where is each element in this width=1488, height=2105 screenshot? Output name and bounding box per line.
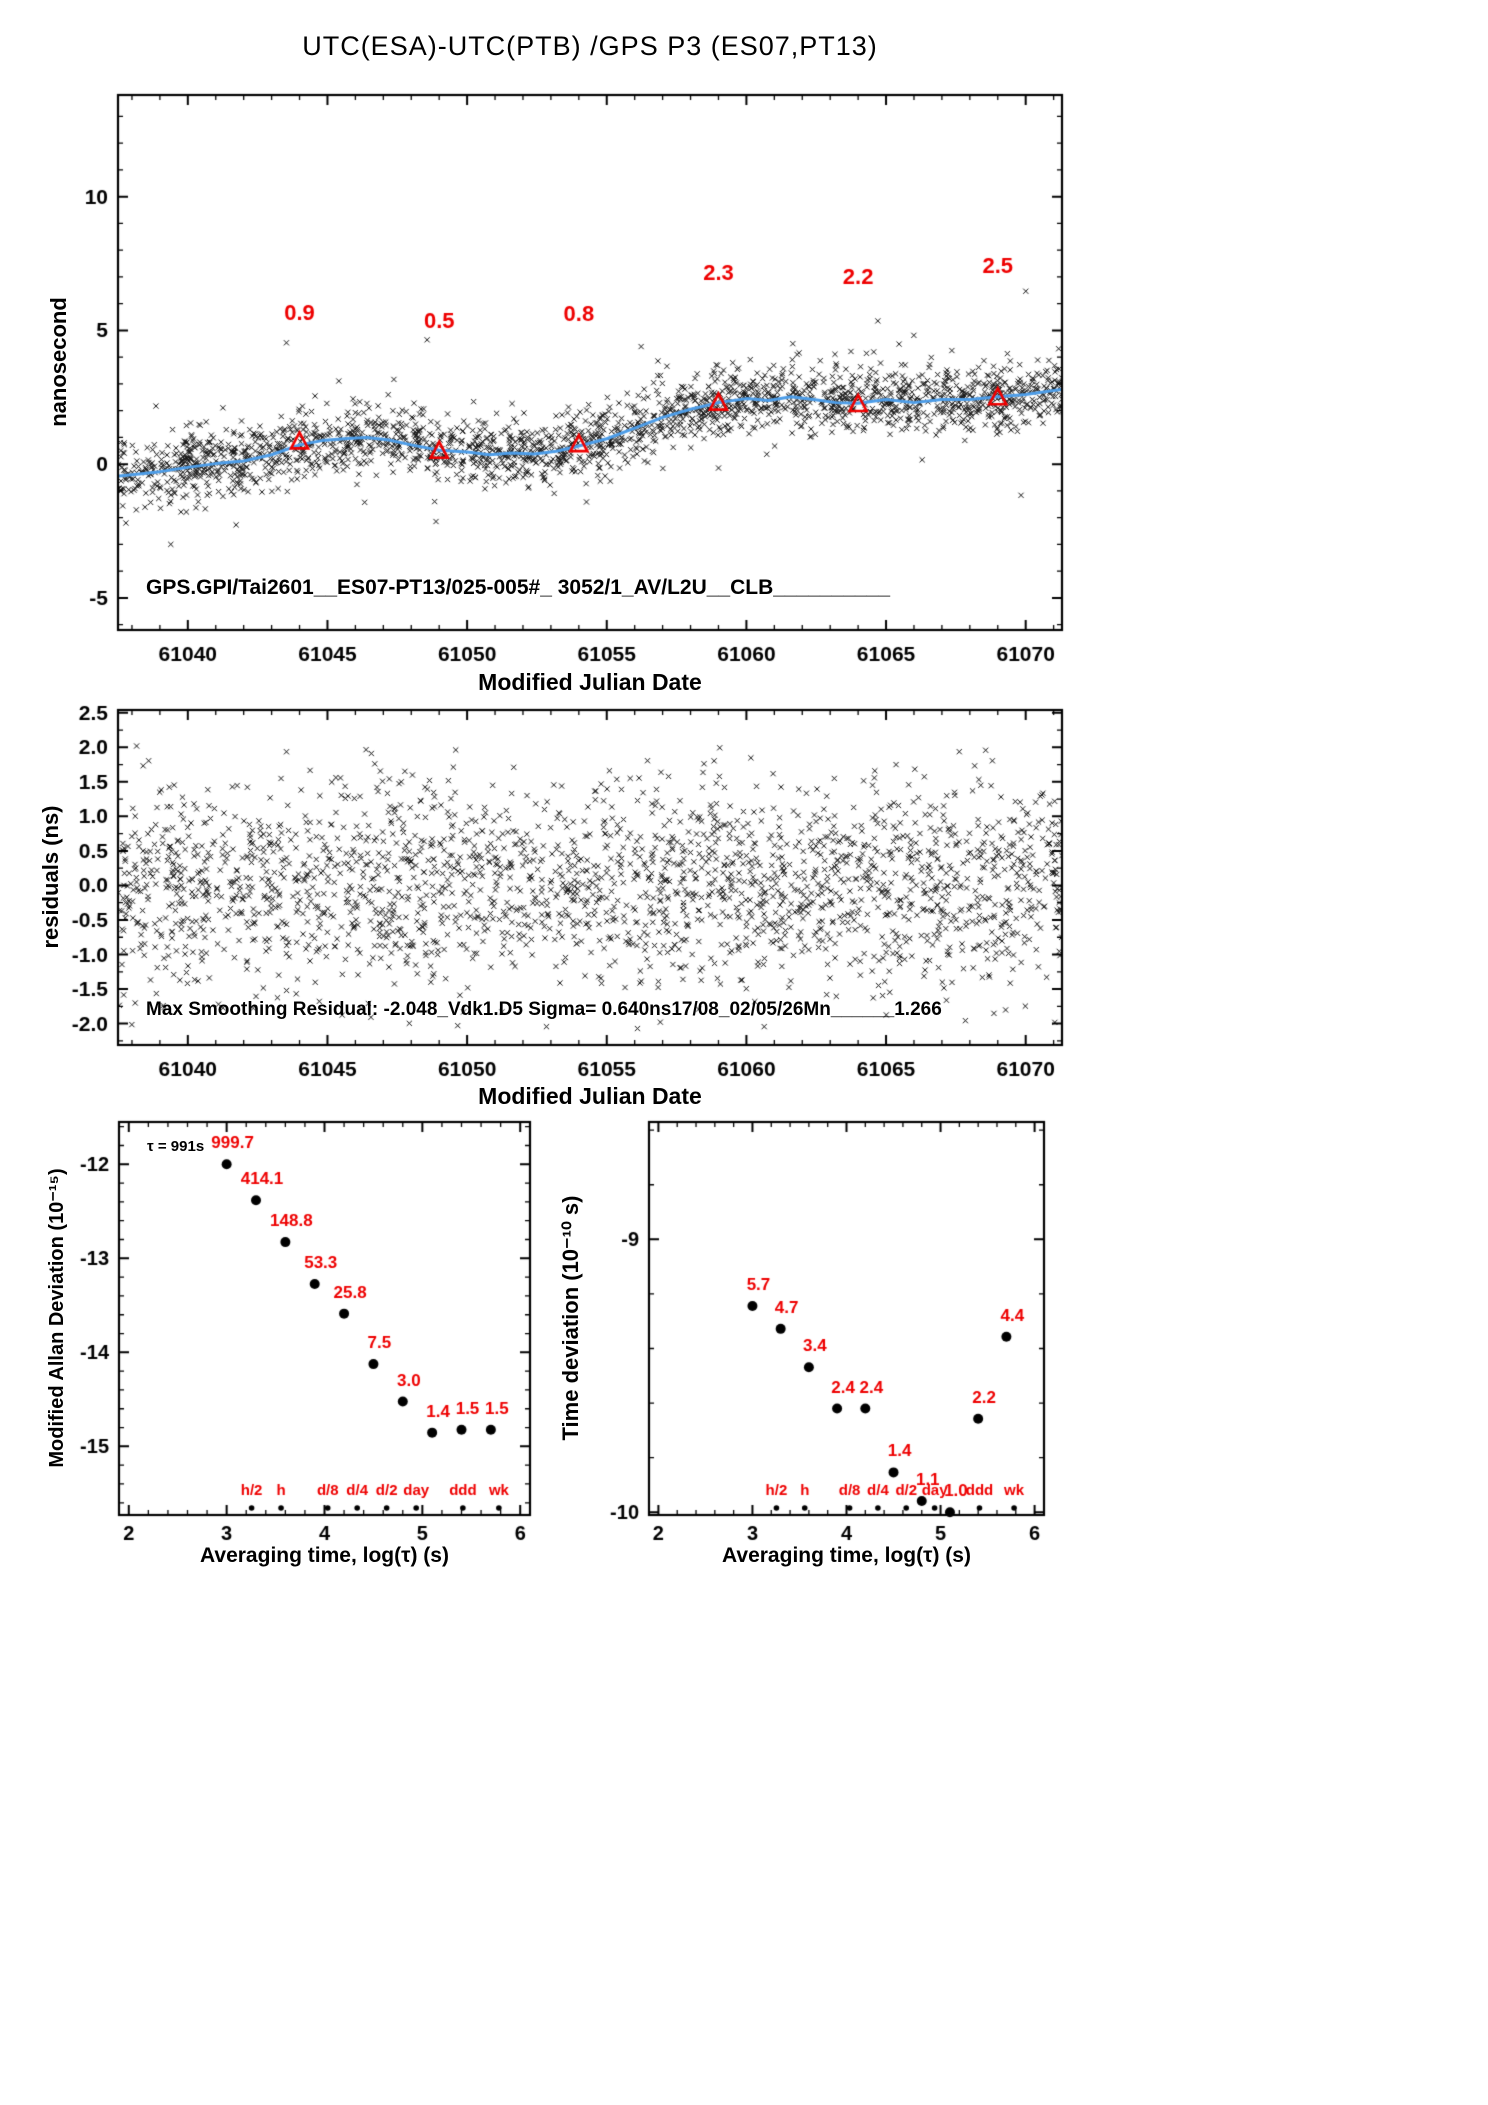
panel4-x-axis-label: Averaging time, log(τ) (s)	[722, 1544, 971, 1567]
panel3-y-axis-label: Modified Allan Deviation (10⁻¹⁵)	[46, 1168, 68, 1468]
panel2-annotation: Max Smoothing Residual: -2.048_Vdk1.D5 S…	[146, 999, 942, 1020]
page-title: UTC(ESA)-UTC(PTB) /GPS P3 (ES07,PT13)	[302, 31, 878, 61]
panel4-y-axis-label: Time deviation (10⁻¹⁰ s)	[558, 1195, 583, 1441]
panel2-y-axis-label: residuals (ns)	[38, 805, 63, 949]
panel1-x-axis-label: Modified Julian Date	[478, 669, 702, 695]
panel3-x-axis-label: Averaging time, log(τ) (s)	[200, 1544, 449, 1567]
panel1-y-axis-label: nanosecond	[46, 297, 71, 427]
panel2-x-axis-label: Modified Julian Date	[478, 1083, 702, 1109]
panel1-annotation: GPS.GPI/Tai2601__ES07-PT13/025-005#_ 305…	[146, 576, 891, 599]
panel3-tau-note: τ = 991s	[147, 1138, 205, 1155]
